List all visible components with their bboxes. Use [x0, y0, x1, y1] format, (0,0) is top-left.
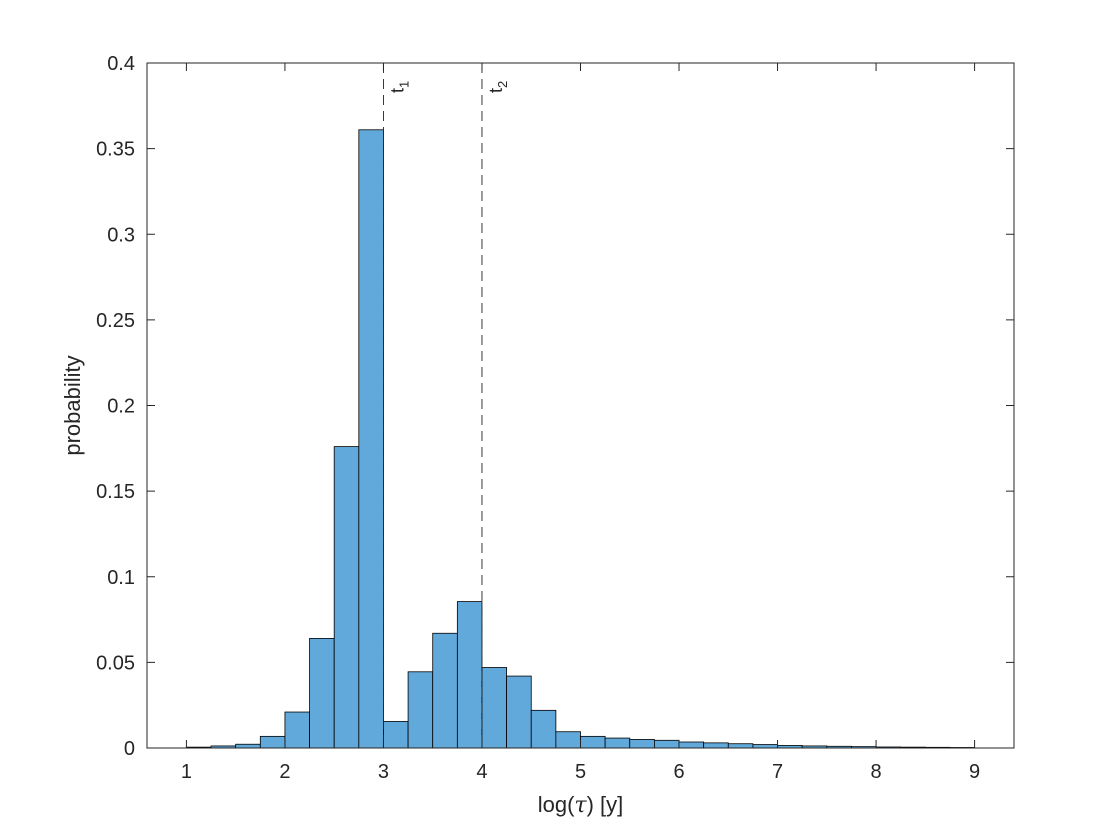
x-tick-label: 9: [969, 761, 980, 783]
histogram-bar: [407, 671, 434, 749]
histogram-bar: [481, 667, 508, 749]
y-tick-label: 0.35: [96, 139, 135, 161]
annotation-t2: t2: [481, 63, 510, 748]
bars-layer: [186, 129, 975, 749]
histogram-bar: [383, 721, 409, 749]
histogram-bar: [555, 731, 581, 749]
y-tick-labels: 0 0.05 0.1 0.15 0.2 0.25 0.3 0.35 0.4: [96, 53, 135, 760]
y-tick-label: 0.3: [107, 224, 135, 246]
annotation-label-t1: t1: [387, 81, 411, 93]
histogram-bar: [653, 739, 680, 749]
histogram-bar: [506, 675, 532, 749]
ticks-layer: [147, 62, 1014, 749]
histogram-bar: [530, 709, 557, 749]
y-axis-label: probability: [60, 355, 85, 455]
y-tick-label: 0.15: [96, 481, 135, 503]
x-axis-label: log(τ) [y]: [538, 792, 624, 818]
x-tick-label: 3: [378, 761, 389, 783]
histogram-bar: [580, 735, 606, 749]
histogram-bar: [678, 741, 705, 749]
x-tick-label: 6: [673, 761, 684, 783]
histogram-bar: [703, 742, 729, 749]
x-tick-label: 7: [772, 761, 783, 783]
x-tick-label: 5: [575, 761, 586, 783]
annotation-t1: t1: [383, 63, 411, 748]
y-tick-label: 0: [124, 738, 135, 760]
histogram-bar: [629, 739, 655, 749]
annotation-label-t2: t2: [486, 81, 510, 93]
histogram-bar: [284, 711, 310, 749]
histogram-bar: [235, 743, 261, 749]
x-tick-label: 8: [871, 761, 882, 783]
histogram-bar: [727, 743, 754, 749]
y-tick-label: 0.4: [107, 53, 135, 75]
x-tick-label: 2: [279, 761, 290, 783]
y-tick-label: 0.05: [96, 652, 135, 674]
histogram-bar: [333, 446, 360, 749]
y-tick-label: 0.1: [107, 567, 135, 589]
x-tick-labels: 1 2 3 4 5 6 7 8 9: [181, 761, 980, 783]
histogram-bar: [309, 638, 335, 749]
plot-frame: [146, 62, 1015, 749]
x-tick-label: 4: [476, 761, 487, 783]
annotation-layer: t1 t2: [383, 63, 510, 748]
histogram-bar: [259, 735, 286, 749]
x-tick-label: 1: [181, 761, 192, 783]
y-tick-label: 0.25: [96, 310, 135, 332]
histogram-bar: [604, 737, 631, 749]
histogram-bar: [358, 129, 384, 749]
y-tick-label: 0.2: [107, 396, 135, 418]
histogram-bar: [456, 601, 483, 749]
histogram-bar: [752, 744, 778, 749]
histogram-bar: [432, 632, 458, 749]
